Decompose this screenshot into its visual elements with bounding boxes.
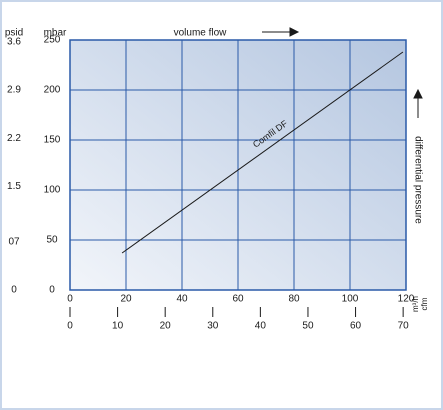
x2-tick-label: 0 xyxy=(67,321,73,332)
y-tick-label: 100 xyxy=(44,185,61,196)
y2-tick-label: 2.9 xyxy=(7,85,21,96)
y2-tick-label: 0 xyxy=(11,285,17,296)
y-tick-label: 0 xyxy=(49,285,55,296)
y2-units: psid xyxy=(5,28,23,39)
y2-tick-label: 2.2 xyxy=(7,133,21,144)
y-units: mbar xyxy=(44,28,67,39)
plot-border xyxy=(69,39,407,291)
line xyxy=(121,51,404,254)
x-tick-label: 60 xyxy=(232,294,244,305)
x2-tick-label: 50 xyxy=(302,321,314,332)
arrow xyxy=(262,27,300,37)
x-tick-label: 40 xyxy=(176,294,188,305)
arrow xyxy=(413,88,423,118)
x-tick-label: 20 xyxy=(120,294,132,305)
y2-tick-label: 3.6 xyxy=(7,36,21,47)
y2-tick-label: 1.5 xyxy=(7,181,21,192)
x2-units: cfm xyxy=(420,297,429,310)
y-tick-label: 250 xyxy=(44,35,61,46)
x2-tick-label: 60 xyxy=(350,321,362,332)
x2-tick-label: 20 xyxy=(160,321,172,332)
x-tick-label: 80 xyxy=(288,294,300,305)
x-units: m³/h xyxy=(411,296,420,312)
x-tick-label: 100 xyxy=(342,294,359,305)
x2-tick-label: 30 xyxy=(207,321,219,332)
x2-tick-label: 70 xyxy=(398,321,410,332)
y2-tick-label: 07 xyxy=(8,236,20,247)
y-tick-label: 50 xyxy=(46,235,58,246)
x-tick-label: 0 xyxy=(67,294,73,305)
x-tick-label: 120 xyxy=(398,294,415,305)
y-tick-label: 150 xyxy=(44,135,61,146)
x2-tick-label: 40 xyxy=(255,321,267,332)
x2-tick-label: 10 xyxy=(112,321,124,332)
y-axis-label: differential pressure xyxy=(412,136,423,224)
chart-title: volume flow xyxy=(174,28,228,39)
y-tick-label: 200 xyxy=(44,85,61,96)
